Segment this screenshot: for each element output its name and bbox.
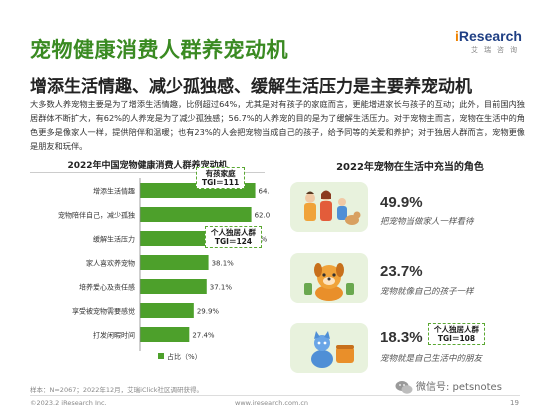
bar-value-label: 62.0% (255, 212, 270, 220)
tgi-annotation-solo: 个人独居人群 TGI＝124 (205, 226, 262, 248)
bar-category-label: 缓解生活压力 (93, 235, 135, 244)
bar-category-label: 宠物陪伴自己，减少孤独 (58, 211, 135, 220)
role-percent-friend: 18.3% (380, 329, 423, 346)
bar-value-label: 64.2% (259, 188, 270, 196)
role-percent-family: 49.9% (380, 194, 423, 211)
wechat-id: 微信号: petsnotes (416, 382, 502, 393)
role-text-family: 把宠物当做家人一样看待 (380, 217, 474, 227)
role-card-child (290, 253, 368, 303)
logo-text-rest: Research (458, 28, 522, 44)
roles-title: 2022年宠物在生活中充当的角色 (336, 162, 484, 173)
bar-category-label: 家人喜欢养宠物 (86, 259, 135, 268)
bar-value-label: 37.1% (210, 284, 233, 292)
family-icon (304, 190, 361, 225)
logo-text: iResearch (455, 28, 522, 44)
bar (140, 327, 190, 342)
motivation-bar-chart: 增添生活情趣64.2%宠物陪伴自己，减少孤独62.0%缓解生活压力56.7%家人… (58, 178, 270, 361)
logo-subtext: 艾瑞咨询 (471, 46, 523, 54)
page-subtitle: 增添生活情趣、减少孤独感、缓解生活压力是主要养宠动机 (30, 77, 472, 97)
bar-value-label: 38.1% (212, 260, 235, 268)
tgi-family-label: 有孩家庭 (205, 169, 236, 178)
footer-rule (30, 395, 520, 396)
footer-copyright: ©2023.2 iResearch Inc. (30, 399, 107, 407)
bar (140, 207, 252, 222)
pet-friend-icon (311, 331, 354, 368)
tgi-friend-label: 个人独居人群 (434, 325, 479, 334)
tgi-annotation-family: 有孩家庭 TGI＝111 (196, 167, 246, 189)
legend-swatch (158, 353, 164, 359)
bar-category-label: 增添生活情趣 (93, 187, 135, 196)
bar-category-label: 享受被宠物需要感觉 (72, 307, 135, 316)
bar (140, 255, 209, 270)
iresearch-logo: iResearch 艾瑞咨询 (455, 28, 525, 55)
bar (140, 279, 207, 294)
role-card-friend (290, 323, 368, 373)
bar-category-label: 培养爱心及责任感 (79, 283, 135, 292)
footer-website: www.iresearch.com.cn (235, 399, 309, 407)
bar-value-label: 29.9% (197, 308, 220, 316)
bar (140, 303, 194, 318)
bar-chart-title-rule (30, 172, 265, 173)
page-number: 19 (510, 399, 519, 407)
tgi-solo-label: 个人独居人群 (211, 228, 256, 237)
wechat-watermark: 微信号: petsnotes (395, 378, 502, 395)
bar-category-label: 打发闲暇时间 (93, 331, 135, 340)
sample-note: 样本：N=2067；2022年12月，艾瑞iClick社区调研获得。 (30, 386, 203, 394)
bar-chart-title: 2022年中国宠物健康消费人群养宠动机 (67, 161, 228, 171)
role-text-friend: 宠物就是自己生活中的朋友 (380, 354, 483, 364)
wechat-icon (395, 380, 413, 394)
role-card-family (290, 182, 368, 232)
puppy-icon (304, 263, 354, 301)
intro-paragraph: 大多数人养宠物主要是为了增添生活情趣，比例超过64%，尤其是对有孩子的家庭而言，… (30, 99, 525, 151)
bar-value-label: 27.4% (192, 332, 215, 340)
role-percent-child: 23.7% (380, 263, 423, 280)
tgi-annotation-friend: 个人独居人群 TGI＝108 (428, 323, 485, 345)
page-title: 宠物健康消费人群养宠动机 (30, 38, 288, 62)
tgi-solo-value: TGI＝124 (214, 237, 253, 246)
role-text-child: 宠物就像自己的孩子一样 (380, 287, 474, 297)
tgi-family-value: TGI＝111 (202, 178, 240, 187)
tgi-friend-value: TGI＝108 (437, 334, 476, 343)
legend-label: 占比（%） (167, 352, 202, 361)
